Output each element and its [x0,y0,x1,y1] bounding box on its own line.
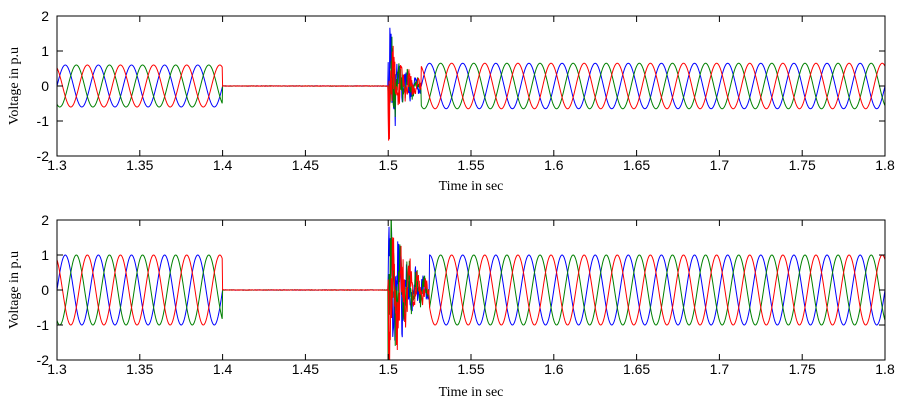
y-tick-label: -1 [37,113,50,129]
series-line-3 [57,45,885,141]
x-tick-label: 1.5 [378,157,398,173]
chart-2: 1.3 1.35 1.4 1.45 1.5 1.55 1.6 1.65 1.7 1.75 1.8 -2… [7,212,895,400]
x-tick-label: 1.65 [623,157,650,173]
y-tick-label: -2 [37,148,50,164]
y-tick-label: 2 [41,8,49,24]
x-tick-label: 1.7 [710,361,730,377]
x-tick-label: 1.35 [126,157,153,173]
y-tick-label: 1 [41,247,49,263]
y-tick-label: 0 [41,78,49,94]
chart-1: 1.3 1.35 1.4 1.45 1.5 1.55 1.6 1.65 1.7 1.75 1.8 -2… [7,8,895,194]
x-tick-label: 1.7 [710,157,730,173]
x-tick-label: 1.4 [213,361,233,377]
x-tick-label: 1.35 [126,361,153,377]
y-tick-label: 0 [41,282,49,298]
x-tick-label: 1.55 [457,157,484,173]
series-group [57,220,885,360]
x-tick-label: 1.8 [875,361,895,377]
x-tick-label: 1.45 [292,157,319,173]
x-tick-label: 1.65 [623,361,650,377]
y-tick-label: -2 [37,352,50,368]
series-line-1 [57,27,885,127]
y-axis-title: Voltage in p.u [7,251,22,329]
series-line-3 [57,237,885,360]
x-tick-label: 1.3 [47,361,67,377]
series-line-1 [57,226,885,341]
series-group [57,27,885,141]
y-tick-label: 1 [41,43,49,59]
y-tick-label: -1 [37,317,50,333]
x-tick-label: 1.55 [457,361,484,377]
x-axis-title: Time in sec [439,385,504,400]
series-line-2 [57,220,885,360]
x-tick-label: 1.45 [292,361,319,377]
x-tick-label: 1.75 [789,157,816,173]
x-tick-label: 1.5 [378,361,398,377]
x-tick-label: 1.8 [875,157,895,173]
y-axis-title: Voltage in p.u [7,47,22,125]
x-tick-label: 1.6 [544,361,564,377]
x-tick-label: 1.6 [544,157,564,173]
y-tick-label: 2 [41,212,49,228]
x-tick-label: 1.75 [789,361,816,377]
x-tick-label: 1.4 [213,157,233,173]
x-tick-label: 1.3 [47,157,67,173]
series-line-2 [57,36,885,126]
x-axis-title: Time in sec [439,179,504,194]
